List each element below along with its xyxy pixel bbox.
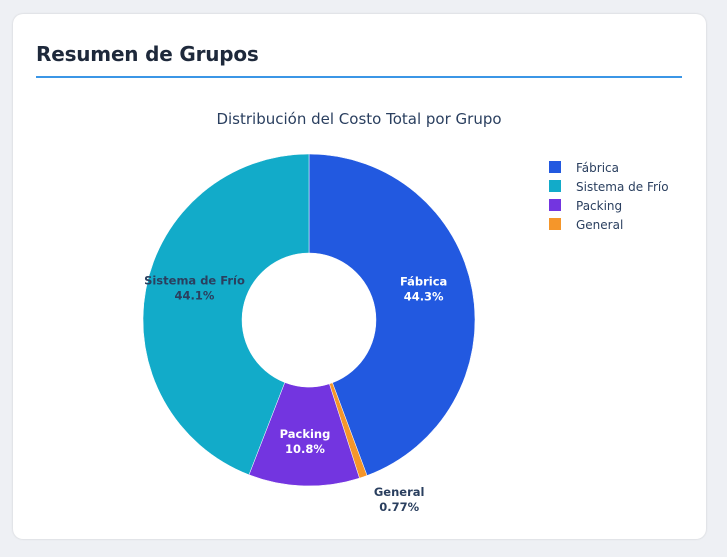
slice-fabrica[interactable] xyxy=(308,153,476,476)
legend-swatch xyxy=(549,180,561,192)
slice-percent-sistema-de-frio: 44.1% xyxy=(175,289,215,303)
legend-swatch xyxy=(549,199,561,211)
legend-label: Sistema de Frío xyxy=(576,180,669,194)
legend-item-sistema-de-frio[interactable]: Sistema de Frío xyxy=(549,180,669,194)
legend-label: Packing xyxy=(576,199,622,213)
legend-swatch xyxy=(549,161,561,173)
legend-item-packing[interactable]: Packing xyxy=(549,199,622,213)
legend-item-general[interactable]: General xyxy=(549,218,623,232)
slice-label-sistema-de-frio: Sistema de Frío xyxy=(144,274,245,288)
slice-label-fabrica: Fábrica xyxy=(400,274,447,288)
legend-swatch xyxy=(549,218,561,230)
legend-label: General xyxy=(576,218,623,232)
slice-label-general: General xyxy=(374,485,425,499)
title-divider xyxy=(36,76,682,78)
legend-item-fabrica[interactable]: Fábrica xyxy=(549,161,619,175)
card-title: Resumen de Grupos xyxy=(36,42,259,66)
chart-title: Distribución del Costo Total por Grupo xyxy=(216,110,501,128)
slice-label-packing: Packing xyxy=(280,427,331,441)
slice-percent-fabrica: 44.3% xyxy=(404,289,444,303)
slice-sistema-de-frio[interactable] xyxy=(142,153,310,476)
slice-percent-packing: 10.8% xyxy=(285,442,325,456)
legend-label: Fábrica xyxy=(576,161,619,175)
slice-percent-general: 0.77% xyxy=(379,500,419,514)
